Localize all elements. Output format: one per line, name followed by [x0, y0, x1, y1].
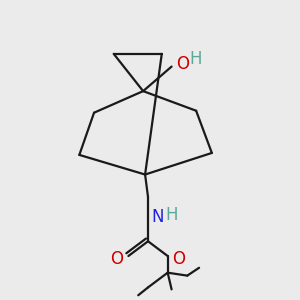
- Text: H: H: [166, 206, 178, 224]
- Text: O: O: [176, 55, 190, 73]
- Text: O: O: [172, 250, 186, 268]
- Text: N: N: [151, 208, 164, 226]
- Text: O: O: [110, 250, 124, 268]
- Text: H: H: [189, 50, 202, 68]
